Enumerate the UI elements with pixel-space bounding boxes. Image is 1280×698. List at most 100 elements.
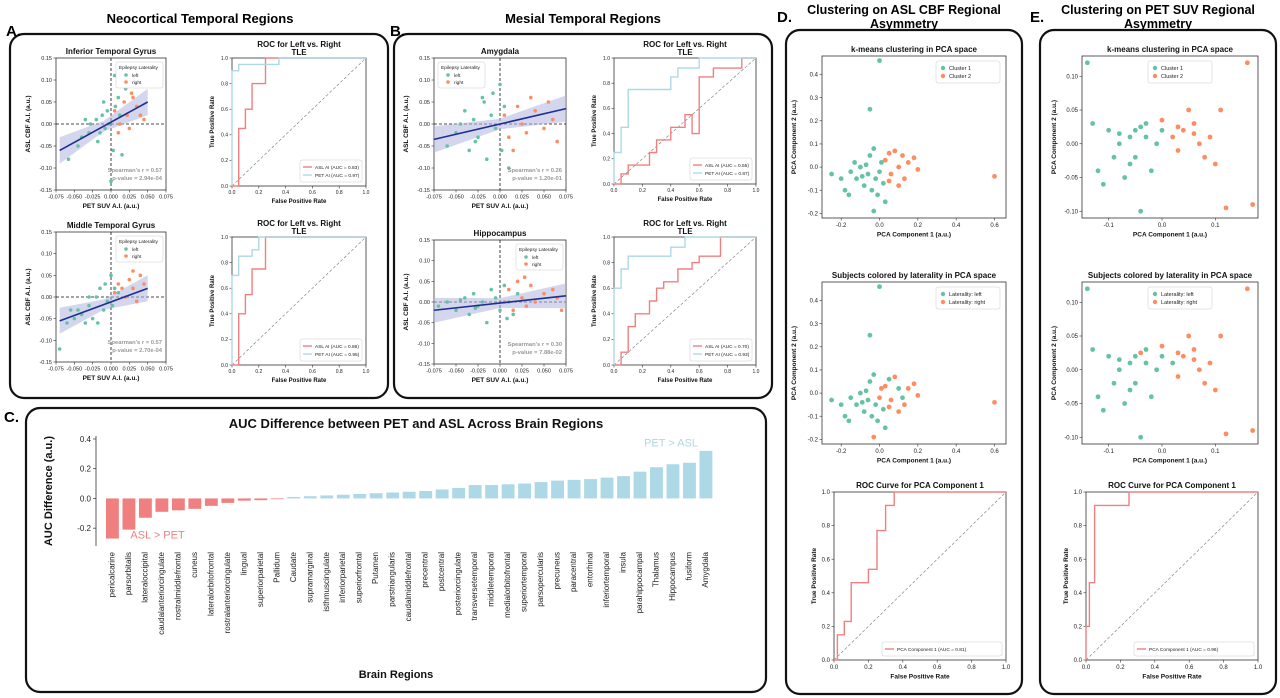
- pet-laterality-point-right: [1175, 374, 1181, 379]
- pet-kmeans-point-left: [1138, 124, 1144, 130]
- pet-laterality-point-left: [1138, 434, 1144, 440]
- amy-scatter-stat-p: p-value = 1.20e-01: [512, 176, 563, 182]
- pet-kmeans-point-right: [1202, 154, 1208, 160]
- mtg-scatter-point-left: [90, 316, 95, 321]
- auc-diff-category-label: cuneus: [190, 552, 199, 578]
- asl-kmeans-xtick-label: 0.2: [914, 223, 923, 229]
- asl-kmeans-legend-box: [935, 60, 1001, 84]
- roc-itg-xtick-label: 0.8: [336, 190, 343, 196]
- pet-roc-title: ROC Curve for PCA Component 1: [1108, 481, 1236, 490]
- asl-laterality-chart: -0.2 0.0 0.2 0.4 0.6 -0.2 -0.1 0.0 0.1 0.2 0.3 0.4 S…: [791, 271, 1007, 465]
- auc-diff-category-label: superiorfrontal: [355, 552, 364, 603]
- asl-kmeans-point-right: [905, 160, 911, 165]
- mtg-scatter-ytick-label: 0.10: [41, 252, 52, 258]
- roc-hip-ylabel: True Positive Rate: [592, 274, 598, 327]
- hip-scatter-point-right: [533, 300, 537, 304]
- itg-scatter-point-left: [112, 73, 117, 78]
- amy-scatter-point-left: [480, 95, 485, 100]
- mtg-scatter-xtick-label: -0.025: [85, 367, 101, 373]
- amy-scatter-legend-box: [437, 61, 486, 89]
- itg-scatter-legend-label-right: right: [132, 80, 142, 86]
- pet-laterality-legend-label-right: Laterality: right: [1161, 300, 1198, 306]
- asl-laterality-point-left: [846, 418, 852, 424]
- pet-kmeans-point-left: [1106, 127, 1112, 133]
- itg-scatter-title: Inferior Temporal Gyrus: [66, 47, 157, 56]
- mtg-scatter-point-right: [134, 299, 139, 304]
- auc-diff-bar: [435, 489, 449, 499]
- asl-kmeans-point-right: [992, 173, 997, 179]
- mtg-scatter-point-right: [138, 273, 143, 278]
- auc-diff-title: AUC Difference between PET and ASL Acros…: [229, 416, 603, 431]
- hip-scatter-ytick-label: -0.05: [417, 321, 430, 327]
- hip-scatter-point-left: [515, 291, 520, 296]
- auc-diff-category-label: middletemporal: [487, 552, 496, 607]
- itg-scatter-legend-marker-right: [124, 80, 128, 84]
- auc-diff-bar: [452, 488, 466, 499]
- asl-kmeans-point-left: [882, 199, 888, 205]
- pet-laterality-legend-box: [1147, 286, 1213, 310]
- asl-kmeans-point-right: [896, 183, 902, 189]
- auc-diff-category-label: Hippocampus: [668, 552, 677, 601]
- roc-itg-chart: 0.0 0.2 0.4 0.6 0.8 1.0 0.0 0.2 0.4 0.6 0.8 1.0 ROC …: [210, 40, 370, 205]
- mtg-scatter-point-left: [96, 321, 100, 325]
- auc-diff-category-label: precuneus: [553, 552, 562, 589]
- asl-laterality-point-left: [882, 425, 888, 431]
- hip-scatter-legend-marker-left: [524, 255, 528, 259]
- roc-hip-xtick-label: 0.6: [696, 369, 703, 375]
- asl-kmeans-ytick-label: -0.1: [808, 188, 819, 194]
- asl-laterality-xlabel: PCA Component 1 (a.u.): [877, 458, 951, 465]
- mtg-scatter-point-left: [110, 303, 115, 308]
- roc-itg-curve-pet: [231, 57, 366, 186]
- itg-scatter-ytick-label: -0.05: [39, 144, 52, 150]
- asl-laterality-ytick-label: 0.2: [810, 345, 819, 351]
- auc-diff-bar: [171, 498, 185, 511]
- amy-scatter-point-right: [515, 104, 520, 109]
- asl-kmeans-legend-label-right: Cluster 2: [949, 74, 971, 80]
- roc-amy-xtick-label: 0.2: [639, 188, 646, 194]
- auc-diff-bar: [386, 492, 400, 499]
- auc-diff-bar: [551, 480, 564, 499]
- amy-scatter-fit-line: [433, 107, 567, 141]
- auc-diff-xlabel: Brain Regions: [359, 669, 434, 681]
- mtg-scatter-legend-label-right: right: [132, 254, 142, 260]
- pet-laterality-point-left: [1116, 367, 1122, 373]
- asl-kmeans-point-left: [867, 106, 873, 112]
- auc-diff-category-label: entorhinal: [586, 552, 595, 587]
- asl-kmeans-ytick-label: -0.2: [808, 211, 819, 217]
- asl-laterality-xtick-label: 0.4: [952, 449, 961, 455]
- asl-kmeans-xtick-label: 0.6: [990, 223, 999, 229]
- mtg-scatter-ytick-label: -0.15: [39, 360, 52, 366]
- pet-laterality-point-right: [1191, 347, 1197, 352]
- amy-scatter-point-left: [499, 148, 504, 153]
- auc-diff-bar: [237, 498, 251, 501]
- roc-itg-ytick-label: 1.0: [221, 56, 228, 62]
- pet-kmeans-xtick-label: 0.0: [1158, 223, 1167, 229]
- asl-roc-chart: 0.0 0.2 0.4 0.6 0.8 1.0 0.0 0.2 0.4 0.6 0.8 1.0 ROC …: [811, 481, 1011, 681]
- pet-kmeans-point-left: [1127, 161, 1133, 167]
- auc-diff-ylabel: AUC Difference (a.u.): [43, 436, 55, 546]
- pet-roc-chart: 0.0 0.2 0.4 0.6 0.8 1.0 0.0 0.2 0.4 0.6 0.8 1.0 ROC …: [1063, 481, 1263, 681]
- roc-hip-xtick-label: 0.0: [611, 369, 618, 375]
- pet-kmeans-point-right: [1180, 127, 1186, 133]
- auc-diff-category-label: Amygdala: [701, 551, 710, 587]
- asl-kmeans-point-right: [888, 171, 894, 177]
- roc-mtg-ytick-label: 1.0: [221, 235, 228, 241]
- pet-kmeans-point-right: [1170, 134, 1176, 140]
- auc-diff-category-label: caudalmiddlefrontal: [404, 552, 413, 622]
- pet-kmeans-point-right: [1196, 141, 1202, 147]
- auc-diff-ytick-label: -0.2: [77, 524, 91, 533]
- hip-scatter-point-left: [458, 298, 463, 302]
- auc-diff-bar: [501, 484, 515, 499]
- panel-b-title: Mesial Temporal Regions: [505, 11, 661, 26]
- roc-mtg-xtick-label: 0.8: [336, 369, 343, 375]
- pet-kmeans-ytick-label: -0.10: [1064, 209, 1078, 215]
- itg-scatter-xtick-label: -0.025: [85, 195, 101, 201]
- hip-scatter-point-right: [542, 291, 546, 296]
- panel-c-letter: C.: [4, 409, 19, 426]
- amy-scatter-point-left: [507, 166, 511, 170]
- auc-diff-bar: [584, 479, 597, 499]
- amy-scatter-legend-marker-right: [446, 80, 450, 84]
- mtg-scatter-legend-box: [115, 235, 164, 263]
- pet-roc-xtick-label: 0.8: [1219, 665, 1228, 671]
- hip-scatter-point-left: [505, 316, 509, 321]
